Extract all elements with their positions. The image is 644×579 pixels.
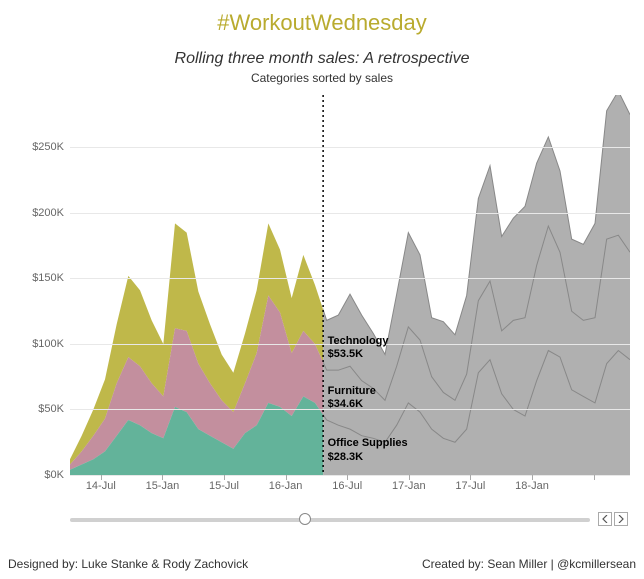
gridline (70, 475, 630, 476)
gridline (70, 213, 630, 214)
series-label: Office Supplies $28.3K (328, 437, 408, 463)
series-name: Technology (328, 335, 389, 347)
slider-prev-button[interactable] (598, 512, 612, 526)
gridline (70, 147, 630, 148)
series-label: Furniture$34.6K (328, 385, 376, 411)
x-axis-tick-label: 15-Jul (209, 480, 239, 492)
y-axis-tick-label: $150K (14, 272, 64, 284)
y-axis-tick-label: $50K (14, 403, 64, 415)
time-slider-track[interactable] (70, 518, 590, 522)
y-axis-tick-label: $0K (14, 469, 64, 481)
x-axis-tick-label: 17-Jan (392, 480, 426, 492)
chart-caption: Categories sorted by sales (0, 71, 644, 85)
x-axis-tick-label: 16-Jul (332, 480, 362, 492)
area-chart-svg (70, 95, 630, 475)
x-axis-tick-label: 18-Jan (515, 480, 549, 492)
time-slider-handle[interactable] (299, 513, 311, 525)
chart-container: $0K $50K $100K $150K $200K $250K 14-Jul 15-Jan 1… (10, 95, 634, 505)
plot-area (70, 95, 630, 475)
series-value: $53.5K (328, 348, 389, 361)
slider-next-button[interactable] (614, 512, 628, 526)
chevron-left-icon (602, 515, 608, 523)
chevron-right-icon (618, 515, 624, 523)
series-value: $34.6K (328, 398, 376, 411)
x-axis-tick (594, 475, 595, 480)
series-name: Office Supplies (328, 437, 408, 449)
x-axis-tick-label: 15-Jan (146, 480, 180, 492)
y-axis-tick-label: $250K (14, 141, 64, 153)
x-axis-tick-label: 17-Jul (455, 480, 485, 492)
x-axis-tick-label: 14-Jul (86, 480, 116, 492)
y-axis-tick-label: $100K (14, 338, 64, 350)
series-value: $28.3K (328, 451, 408, 464)
y-axis-tick-label: $200K (14, 207, 64, 219)
footer-created-by: Created by: Sean Miller | @kcmillersean (422, 557, 636, 571)
gridline (70, 278, 630, 279)
hashtag-title: #WorkoutWednesday (0, 0, 644, 36)
series-name: Furniture (328, 385, 376, 397)
footer-designed-by: Designed by: Luke Stanke & Rody Zachovic… (8, 557, 248, 571)
x-axis-tick-label: 16-Jan (269, 480, 303, 492)
chart-subtitle: Rolling three month sales: A retrospecti… (0, 50, 644, 68)
series-label: Technology$53.5K (328, 335, 389, 361)
